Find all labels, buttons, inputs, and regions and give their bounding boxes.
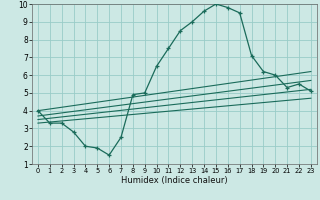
X-axis label: Humidex (Indice chaleur): Humidex (Indice chaleur) <box>121 176 228 185</box>
